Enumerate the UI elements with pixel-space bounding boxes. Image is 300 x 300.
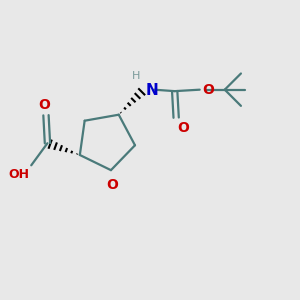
Text: O: O (202, 83, 214, 97)
Text: O: O (178, 121, 190, 135)
Text: OH: OH (8, 168, 29, 181)
Text: H: H (132, 71, 141, 81)
Text: N: N (146, 83, 159, 98)
Text: O: O (39, 98, 50, 112)
Text: O: O (106, 178, 119, 192)
